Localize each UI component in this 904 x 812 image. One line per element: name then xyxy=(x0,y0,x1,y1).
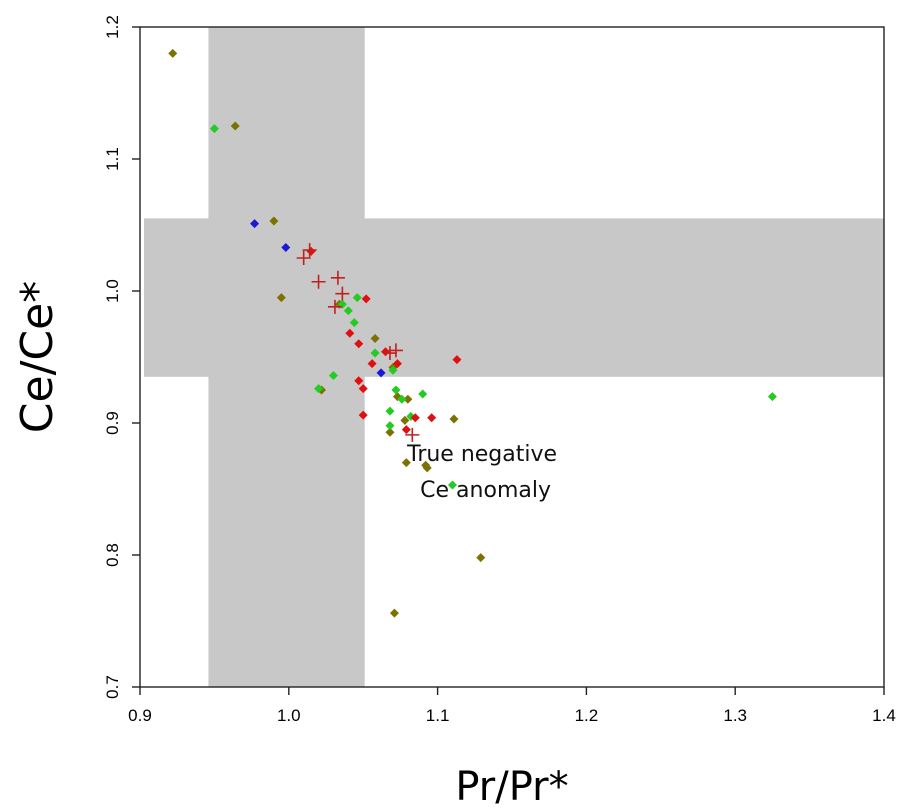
olive-diamond-point xyxy=(168,48,178,58)
cross-point xyxy=(405,427,420,442)
y-tick-label: 0.7 xyxy=(103,675,122,699)
cross-point xyxy=(311,274,326,289)
olive-diamond-point xyxy=(449,414,459,424)
olive-diamond-point xyxy=(476,553,486,563)
red-diamond-point xyxy=(358,384,368,394)
y-axis-title: Ce/Ce* xyxy=(12,281,63,433)
cross-point xyxy=(296,251,311,265)
x-tick-label: 1.1 xyxy=(426,706,450,725)
cross-point xyxy=(327,299,342,314)
green-diamond-point xyxy=(385,421,395,431)
olive-diamond-point xyxy=(269,216,279,226)
olive-diamond-point xyxy=(403,394,413,404)
plot-frame xyxy=(139,26,885,688)
green-diamond-point xyxy=(349,318,359,328)
green-diamond-point xyxy=(314,384,324,394)
olive-diamond-point xyxy=(400,415,410,425)
y-tick-label: 0.8 xyxy=(103,543,122,567)
red-diamond-point xyxy=(367,359,377,369)
olive-diamond-point xyxy=(276,293,286,303)
blue-diamond-point xyxy=(281,242,291,252)
y-axis-ticks: 0.7 0.8 0.9 1.0 1.1 1.2 xyxy=(103,15,140,699)
cross-point xyxy=(330,270,345,285)
red-diamond-point xyxy=(392,359,402,369)
red-diamond-point xyxy=(401,425,411,435)
red-diamond-point xyxy=(358,410,368,420)
green-diamond-point xyxy=(447,480,457,490)
x-tick-label: 0.9 xyxy=(128,706,152,725)
green-diamond-point xyxy=(767,392,777,402)
cross-point xyxy=(382,346,397,361)
olive-diamond-point xyxy=(389,608,399,618)
y-tick-label: 1.2 xyxy=(103,15,122,39)
x-tick-label: 1.4 xyxy=(872,706,896,725)
green-diamond-point xyxy=(391,385,401,395)
x-tick-label: 1.0 xyxy=(277,706,301,725)
olive-diamond-point xyxy=(385,427,395,437)
olive-diamond-point xyxy=(422,463,432,473)
green-diamond-point xyxy=(388,365,398,375)
cross-point xyxy=(388,343,403,358)
red-diamond-point xyxy=(361,294,371,304)
data-points xyxy=(168,48,777,618)
y-tick-label: 1.0 xyxy=(103,279,122,303)
x-tick-label: 1.3 xyxy=(723,706,747,725)
horizontal-shaded-band xyxy=(144,218,884,377)
annotation-line-2: Ce anomaly xyxy=(420,478,551,503)
green-diamond-point xyxy=(418,389,428,399)
cross-point xyxy=(302,243,317,258)
green-diamond-point xyxy=(343,306,353,316)
x-tick-label: 1.2 xyxy=(575,706,599,725)
green-diamond-point xyxy=(328,370,338,380)
red-diamond-point xyxy=(410,413,420,423)
olive-diamond-point xyxy=(401,458,411,468)
red-diamond-point xyxy=(354,376,364,386)
red-diamond-point xyxy=(381,347,391,357)
green-diamond-point xyxy=(370,348,380,358)
blue-diamond-point xyxy=(376,368,386,378)
annotation-line-1: True negative xyxy=(406,442,557,467)
green-diamond-point xyxy=(385,406,395,416)
y-tick-label: 0.9 xyxy=(103,411,122,435)
olive-diamond-point xyxy=(230,121,240,131)
red-diamond-point xyxy=(345,328,355,338)
cross-point xyxy=(335,286,350,301)
olive-diamond-point xyxy=(370,334,380,344)
y-tick-label: 1.1 xyxy=(103,147,122,171)
x-axis-title: Pr/Pr* xyxy=(455,764,568,810)
red-diamond-point xyxy=(452,355,462,365)
green-diamond-point xyxy=(352,293,362,303)
red-diamond-point xyxy=(427,413,437,423)
red-diamond-point xyxy=(354,339,364,349)
annotation-text: True negative Ce anomaly xyxy=(406,442,564,503)
x-axis-ticks: 0.9 1.0 1.1 1.2 1.3 1.4 xyxy=(128,687,896,725)
green-diamond-point xyxy=(209,124,219,134)
shaded-regions xyxy=(144,27,884,687)
green-diamond-point xyxy=(397,394,407,404)
blue-diamond-point xyxy=(250,219,260,229)
